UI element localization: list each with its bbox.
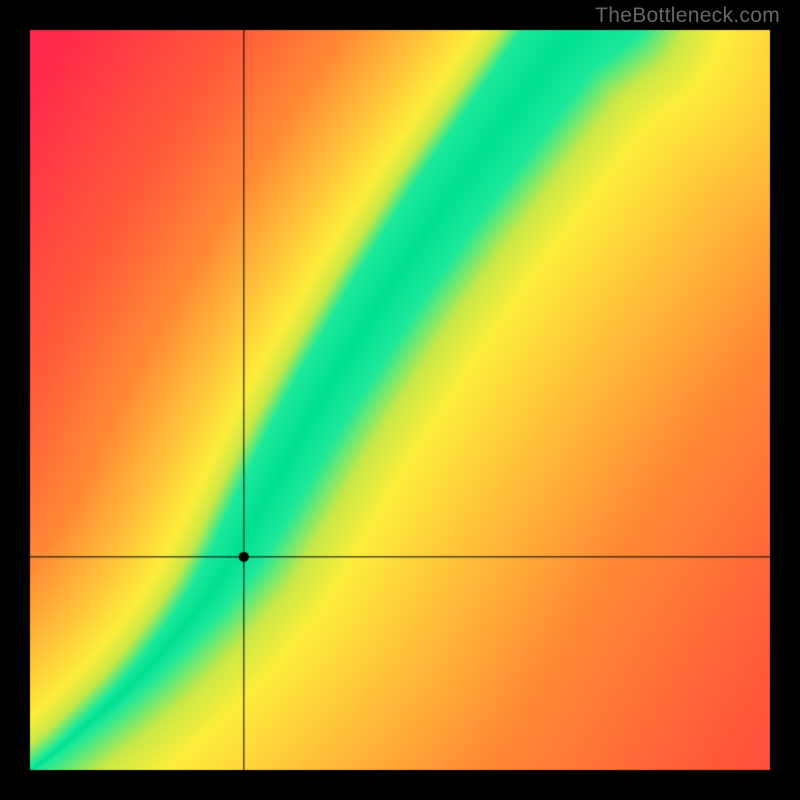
chart-container: TheBottleneck.com: [0, 0, 800, 800]
bottleneck-heatmap: [0, 0, 800, 800]
attribution-label: TheBottleneck.com: [595, 4, 780, 28]
